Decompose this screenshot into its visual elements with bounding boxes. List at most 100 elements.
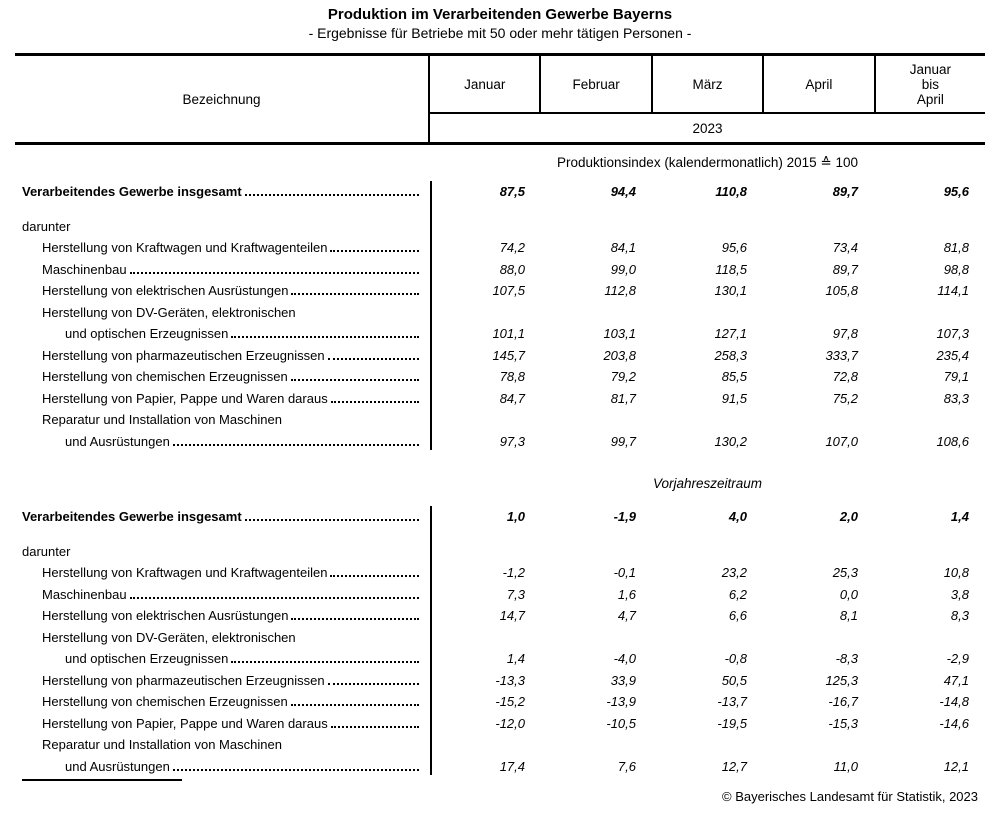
value-cell: 7,6 [617, 758, 636, 774]
value-cell: 81,8 [943, 240, 969, 256]
value-cell: -2,9 [946, 651, 969, 667]
row-label: Reparatur und Installation von Maschinen [42, 737, 282, 753]
table-row: Maschinenbau 7,3 1,6 6,2 0,0 3,8 [15, 584, 985, 606]
row-label-cell: Herstellung von Papier, Pappe und Waren … [15, 716, 430, 731]
row-label: Herstellung von pharmazeutischen Erzeugn… [42, 347, 325, 363]
table-row: Verarbeitendes Gewerbe insgesamt 87,5 94,4… [15, 181, 985, 203]
column-header-januar-bis-april: Januar bis April [873, 56, 985, 112]
value-cell: 6,2 [728, 586, 747, 602]
row-label-cell: Verarbeitendes Gewerbe insgesamt [15, 184, 430, 199]
value-cell: 94,4 [610, 184, 636, 200]
value-cell: 99,7 [610, 433, 636, 449]
dotted-leader [330, 250, 419, 253]
value-cell: 108,6 [936, 433, 969, 449]
table-row: Herstellung von pharmazeutischen Erzeugn… [15, 670, 985, 692]
value-cell: 1,4 [950, 509, 969, 525]
table-row: Herstellung von Kraftwagen und Kraftwage… [15, 562, 985, 584]
dotted-leader [330, 725, 419, 728]
value-cell: 110,8 [715, 184, 747, 200]
value-cell: 78,8 [499, 369, 525, 385]
value-cell: -15,3 [828, 715, 858, 731]
value-cell: -14,8 [939, 694, 969, 710]
row-label-cell: Herstellung von Kraftwagen und Kraftwage… [15, 565, 430, 580]
footnote-rule [22, 779, 182, 781]
value-cell: 23,2 [721, 565, 747, 581]
table-row: Herstellung von elektrischen Ausrüstunge… [15, 605, 985, 627]
column-header-februar: Februar [539, 56, 650, 112]
value-cell: 145,7 [492, 347, 525, 363]
value-cell: 11,0 [833, 758, 858, 774]
value-cell: 1,6 [617, 586, 636, 602]
value-cell: 12,7 [721, 758, 747, 774]
value-cell: 98,8 [943, 261, 969, 277]
dotted-leader [129, 596, 419, 599]
value-cell: 1,0 [506, 509, 525, 525]
table-row: Herstellung von chemischen Erzeugnissen -… [15, 691, 985, 713]
value-cell: -0,8 [724, 651, 747, 667]
row-label-cell: Herstellung von elektrischen Ausrüstunge… [15, 608, 430, 623]
value-cell: 50,5 [721, 672, 747, 688]
dotted-leader [290, 704, 419, 707]
row-label-cell: Herstellung von DV-Geräten, elektronisch… [15, 630, 430, 645]
row-label: Herstellung von Papier, Pappe und Waren … [42, 715, 328, 731]
value-cell: 99,0 [610, 261, 636, 277]
table-row: Herstellung von elektrischen Ausrüstunge… [15, 280, 985, 302]
dotted-leader [231, 336, 419, 339]
value-cell: 17,4 [499, 758, 525, 774]
table-row: Reparatur und Installation von Maschinen [15, 734, 985, 756]
value-cell: -4,0 [613, 651, 636, 667]
value-cell: 2,0 [839, 509, 858, 525]
column-header-maerz: März [650, 56, 762, 112]
table-row: Maschinenbau 88,0 99,0 118,5 89,7 98,8 [15, 259, 985, 281]
value-cell: 107,3 [936, 326, 969, 342]
value-cell: 73,4 [832, 240, 858, 256]
row-label-cell: und optischen Erzeugnissen [15, 326, 430, 341]
row-label: Herstellung von DV-Geräten, elektronisch… [42, 304, 296, 320]
value-cell: 74,2 [499, 240, 525, 256]
row-label-cell: Herstellung von DV-Geräten, elektronisch… [15, 305, 430, 320]
value-cell: 7,3 [506, 586, 525, 602]
value-cell: 105,8 [825, 283, 858, 299]
table-header: Bezeichnung Januar Februar März April Ja… [15, 53, 985, 145]
row-label: Herstellung von Kraftwagen und Kraftwage… [42, 240, 328, 256]
value-cell: 107,0 [825, 433, 858, 449]
table-row: und optischen Erzeugnissen 1,4 -4,0 -0,8 -8,… [15, 648, 985, 670]
table-row: Herstellung von DV-Geräten, elektronisch… [15, 302, 985, 324]
value-cell: -13,9 [606, 694, 636, 710]
row-label-cell: darunter [15, 219, 430, 234]
value-cell: 79,1 [943, 369, 969, 385]
row-label: Herstellung von elektrischen Ausrüstunge… [42, 283, 289, 299]
value-cell: 235,4 [936, 347, 969, 363]
value-cell: 95,6 [943, 184, 969, 200]
value-cell: 79,2 [610, 369, 636, 385]
value-cell: 33,9 [610, 672, 636, 688]
row-label-cell: Herstellung von pharmazeutischen Erzeugn… [15, 673, 430, 688]
row-label: Verarbeitendes Gewerbe insgesamt [22, 184, 242, 200]
value-cell: 114,1 [937, 283, 969, 299]
row-label: Herstellung von pharmazeutischen Erzeugn… [42, 672, 325, 688]
row-label-cell: Reparatur und Installation von Maschinen [15, 412, 430, 427]
dotted-leader [244, 519, 419, 522]
row-label-cell: Herstellung von chemischen Erzeugnissen [15, 369, 430, 384]
dotted-leader [244, 194, 419, 197]
page-subtitle: - Ergebnisse für Betriebe mit 50 oder me… [308, 25, 692, 41]
row-label: Herstellung von Kraftwagen und Kraftwage… [42, 565, 328, 581]
value-cell: -12,0 [495, 715, 525, 731]
value-cell: 258,3 [714, 347, 747, 363]
value-cell: 8,1 [839, 608, 858, 624]
row-label: und optischen Erzeugnissen [65, 651, 229, 667]
dotted-leader [172, 443, 419, 446]
value-cell: 81,7 [610, 390, 636, 406]
value-cell: 203,8 [603, 347, 636, 363]
value-cell: 97,3 [499, 433, 525, 449]
row-label-cell: Maschinenbau [15, 262, 430, 277]
table-row: darunter [15, 216, 985, 238]
value-cell: 91,5 [721, 390, 747, 406]
value-cell: 88,0 [499, 261, 525, 277]
table-row: Reparatur und Installation von Maschinen [15, 409, 985, 431]
value-cell: -16,7 [828, 694, 858, 710]
dotted-leader [291, 618, 419, 621]
value-cell: 125,3 [825, 672, 858, 688]
value-cell: 72,8 [832, 369, 858, 385]
